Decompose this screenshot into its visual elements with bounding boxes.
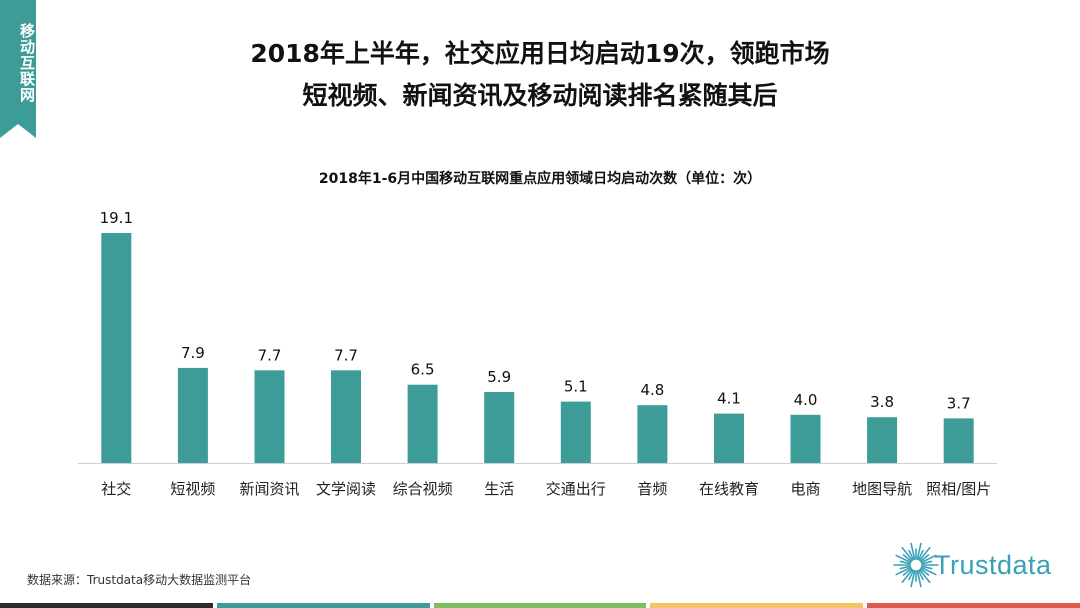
starburst-ray — [908, 569, 915, 581]
value-label-4: 6.5 — [411, 361, 435, 379]
strip-segment-2 — [433, 603, 647, 608]
bar-9 — [790, 414, 821, 463]
value-label-10: 3.8 — [870, 393, 894, 411]
starburst-ray — [919, 567, 930, 576]
value-label-6: 5.1 — [564, 378, 588, 396]
value-label-11: 3.7 — [947, 394, 971, 412]
starburst-ray — [899, 560, 911, 565]
bar-8 — [714, 413, 744, 463]
starburst-ray — [917, 569, 924, 581]
bar-10 — [867, 417, 898, 463]
bar-0 — [101, 233, 132, 463]
bar-chart: 19.1 社交 7.9 短视频 7.7 新闻资讯 7.7 文学阅读 6.5 综合视频 5.9 生活 5.… — [78, 209, 997, 498]
bar-11 — [943, 418, 974, 463]
value-label-7: 4.8 — [640, 381, 664, 399]
starburst-ray — [908, 549, 915, 561]
starburst-ray — [920, 566, 937, 576]
strip-segment-0 — [0, 603, 213, 608]
bar-2 — [254, 370, 285, 463]
category-label-3: 文学阅读 — [316, 480, 376, 498]
chart-title: 2018年1-6月中国移动互联网重点应用领域日均启动次数（单位：次） — [318, 171, 762, 187]
starburst-ray — [910, 542, 916, 560]
headline-line-2: 短视频、新闻资讯及移动阅读排名紧随其后 — [302, 81, 778, 110]
starburst-ray — [901, 546, 914, 562]
category-label-10: 地图导航 — [852, 480, 912, 498]
starburst-ray — [919, 554, 930, 563]
category-label-4: 综合视频 — [393, 480, 453, 498]
starburst-ray — [916, 542, 922, 560]
category-label-6: 交通出行 — [546, 480, 606, 498]
category-label-0: 社交 — [101, 480, 131, 498]
starburst-ray — [916, 570, 922, 588]
starburst-ray — [895, 566, 912, 576]
starburst-ray — [895, 554, 912, 564]
category-label-11: 照相/图片 — [926, 480, 991, 498]
starburst-ray — [917, 549, 924, 561]
value-label-5: 5.9 — [487, 368, 511, 386]
value-label-8: 4.1 — [717, 390, 741, 408]
side-tab-label: 移动互联网 — [18, 23, 36, 103]
value-label-1: 7.9 — [181, 344, 205, 362]
starburst-ray — [918, 546, 931, 562]
starburst-ray — [902, 554, 913, 563]
category-label-9: 电商 — [790, 480, 820, 498]
bottom-color-strip — [0, 603, 1080, 608]
starburst-ray — [921, 565, 933, 570]
strip-segment-3 — [650, 603, 864, 608]
category-label-1: 短视频 — [170, 480, 215, 498]
bar-3 — [331, 370, 361, 463]
bar-5 — [484, 392, 515, 463]
data-source-note: 数据来源：Trustdata移动大数据监测平台 — [27, 573, 252, 587]
category-label-2: 新闻资讯 — [239, 480, 299, 498]
strip-segment-1 — [216, 603, 430, 608]
starburst-ray — [918, 568, 931, 584]
headline-line-1: 2018年上半年，社交应用日均启动19次，领跑市场 — [250, 39, 830, 68]
category-label-7: 音频 — [637, 480, 667, 498]
starburst-ray — [920, 554, 937, 564]
starburst-ray — [899, 565, 911, 570]
strip-segment-4 — [867, 603, 1080, 608]
trustdata-logo: Trustdata — [890, 538, 1070, 594]
starburst-ray — [901, 568, 914, 584]
side-tab-notch — [0, 124, 36, 138]
starburst-icon — [893, 542, 939, 588]
starburst-ray — [910, 570, 916, 588]
bar-7 — [637, 405, 668, 463]
category-label-5: 生活 — [484, 480, 514, 498]
value-label-2: 7.7 — [258, 346, 282, 364]
bar-1 — [177, 367, 208, 463]
category-label-8: 在线教育 — [699, 480, 759, 498]
logo-text: Trustdata — [934, 550, 1052, 580]
bar-4 — [407, 384, 438, 463]
starburst-ray — [921, 560, 933, 565]
value-label-0: 19.1 — [100, 209, 133, 227]
value-label-3: 7.7 — [334, 346, 358, 364]
bar-6 — [560, 401, 591, 463]
starburst-ray — [902, 567, 913, 576]
side-tab: 移动互联网 — [0, 0, 36, 138]
value-label-9: 4.0 — [794, 391, 818, 409]
